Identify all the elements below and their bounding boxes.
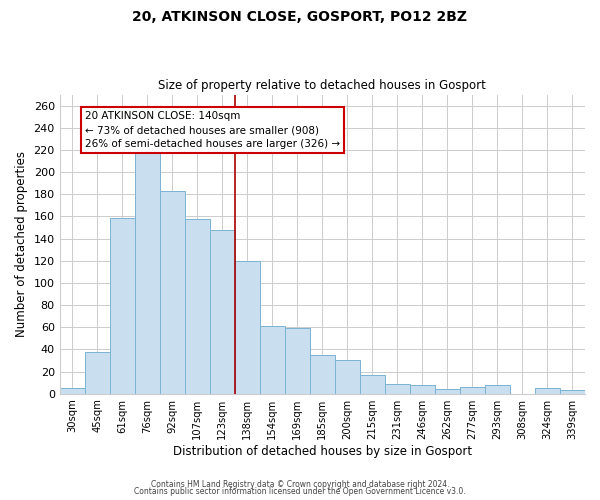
Bar [310, 355, 335, 394]
Bar [435, 390, 460, 394]
Bar [260, 326, 285, 394]
Bar [385, 384, 410, 394]
Bar [110, 218, 135, 394]
Bar [335, 360, 360, 394]
Text: Contains HM Land Registry data © Crown copyright and database right 2024.: Contains HM Land Registry data © Crown c… [151, 480, 449, 489]
Bar [460, 387, 485, 394]
Text: 20 ATKINSON CLOSE: 140sqm
← 73% of detached houses are smaller (908)
26% of semi: 20 ATKINSON CLOSE: 140sqm ← 73% of detac… [85, 111, 340, 149]
Bar [235, 261, 260, 394]
Bar [360, 375, 385, 394]
Text: Contains public sector information licensed under the Open Government Licence v3: Contains public sector information licen… [134, 488, 466, 496]
Bar [160, 191, 185, 394]
Bar [560, 390, 585, 394]
Bar [59, 388, 85, 394]
Bar [135, 151, 160, 394]
Y-axis label: Number of detached properties: Number of detached properties [15, 151, 28, 337]
Bar [85, 352, 110, 394]
Bar [210, 230, 235, 394]
Bar [410, 385, 435, 394]
Title: Size of property relative to detached houses in Gosport: Size of property relative to detached ho… [158, 79, 486, 92]
Bar [285, 328, 310, 394]
Bar [535, 388, 560, 394]
Bar [485, 385, 510, 394]
X-axis label: Distribution of detached houses by size in Gosport: Distribution of detached houses by size … [173, 444, 472, 458]
Text: 20, ATKINSON CLOSE, GOSPORT, PO12 2BZ: 20, ATKINSON CLOSE, GOSPORT, PO12 2BZ [133, 10, 467, 24]
Bar [185, 218, 210, 394]
